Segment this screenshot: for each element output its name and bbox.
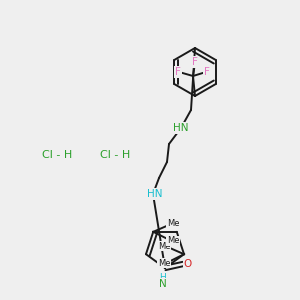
Text: Cl - H: Cl - H [42,150,72,160]
Text: HN: HN [173,123,189,133]
Text: Me: Me [167,236,179,245]
Text: Me: Me [158,259,170,268]
Text: N: N [159,279,167,289]
Text: Me: Me [158,242,170,251]
Text: F: F [192,57,198,67]
Text: Cl - H: Cl - H [100,150,130,160]
Text: HN: HN [147,189,163,199]
Text: H: H [160,272,167,281]
Text: F: F [175,67,181,77]
Text: O: O [184,259,192,269]
Text: F: F [204,67,210,77]
Text: Me: Me [167,219,179,228]
